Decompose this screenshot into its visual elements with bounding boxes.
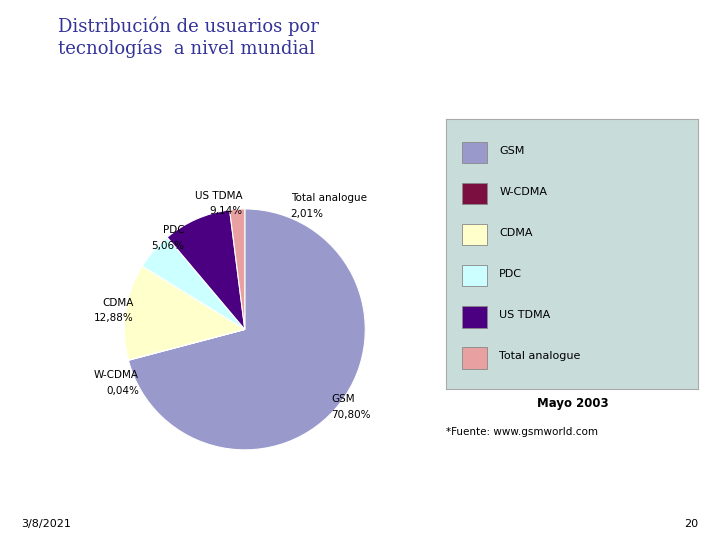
Text: PDC: PDC <box>500 269 522 279</box>
Bar <box>462 265 487 286</box>
Bar <box>462 347 487 368</box>
Text: Total analogue: Total analogue <box>500 352 581 361</box>
Text: 5,06%: 5,06% <box>152 241 184 251</box>
Bar <box>462 224 487 245</box>
Text: 0,04%: 0,04% <box>106 386 139 396</box>
Wedge shape <box>128 329 245 360</box>
Wedge shape <box>128 209 365 450</box>
Text: GSM: GSM <box>500 146 525 156</box>
Bar <box>462 306 487 327</box>
Text: CDMA: CDMA <box>500 228 533 238</box>
Wedge shape <box>230 209 245 329</box>
Text: *Fuente: www.gsmworld.com: *Fuente: www.gsmworld.com <box>446 427 598 437</box>
Text: 3/8/2021: 3/8/2021 <box>22 519 71 529</box>
Text: Total analogue: Total analogue <box>291 193 366 203</box>
Text: 70,80%: 70,80% <box>331 410 371 420</box>
Text: US TDMA: US TDMA <box>500 310 551 320</box>
Text: GSM: GSM <box>331 394 355 404</box>
Text: W-CDMA: W-CDMA <box>500 187 547 197</box>
Text: US TDMA: US TDMA <box>195 191 243 200</box>
Text: W-CDMA: W-CDMA <box>94 370 139 380</box>
Text: PDC: PDC <box>163 225 184 235</box>
Bar <box>462 142 487 163</box>
Text: Distribución de usuarios por
tecnologías  a nivel mundial: Distribución de usuarios por tecnologías… <box>58 16 318 58</box>
Text: Mayo 2003: Mayo 2003 <box>536 397 608 410</box>
Text: 20: 20 <box>684 519 698 529</box>
Wedge shape <box>167 210 245 329</box>
Text: 2,01%: 2,01% <box>291 208 323 219</box>
Text: 12,88%: 12,88% <box>94 313 134 323</box>
Wedge shape <box>125 266 245 360</box>
Wedge shape <box>143 237 245 329</box>
Bar <box>462 183 487 204</box>
Text: 9,14%: 9,14% <box>210 206 243 216</box>
Text: CDMA: CDMA <box>103 298 134 308</box>
